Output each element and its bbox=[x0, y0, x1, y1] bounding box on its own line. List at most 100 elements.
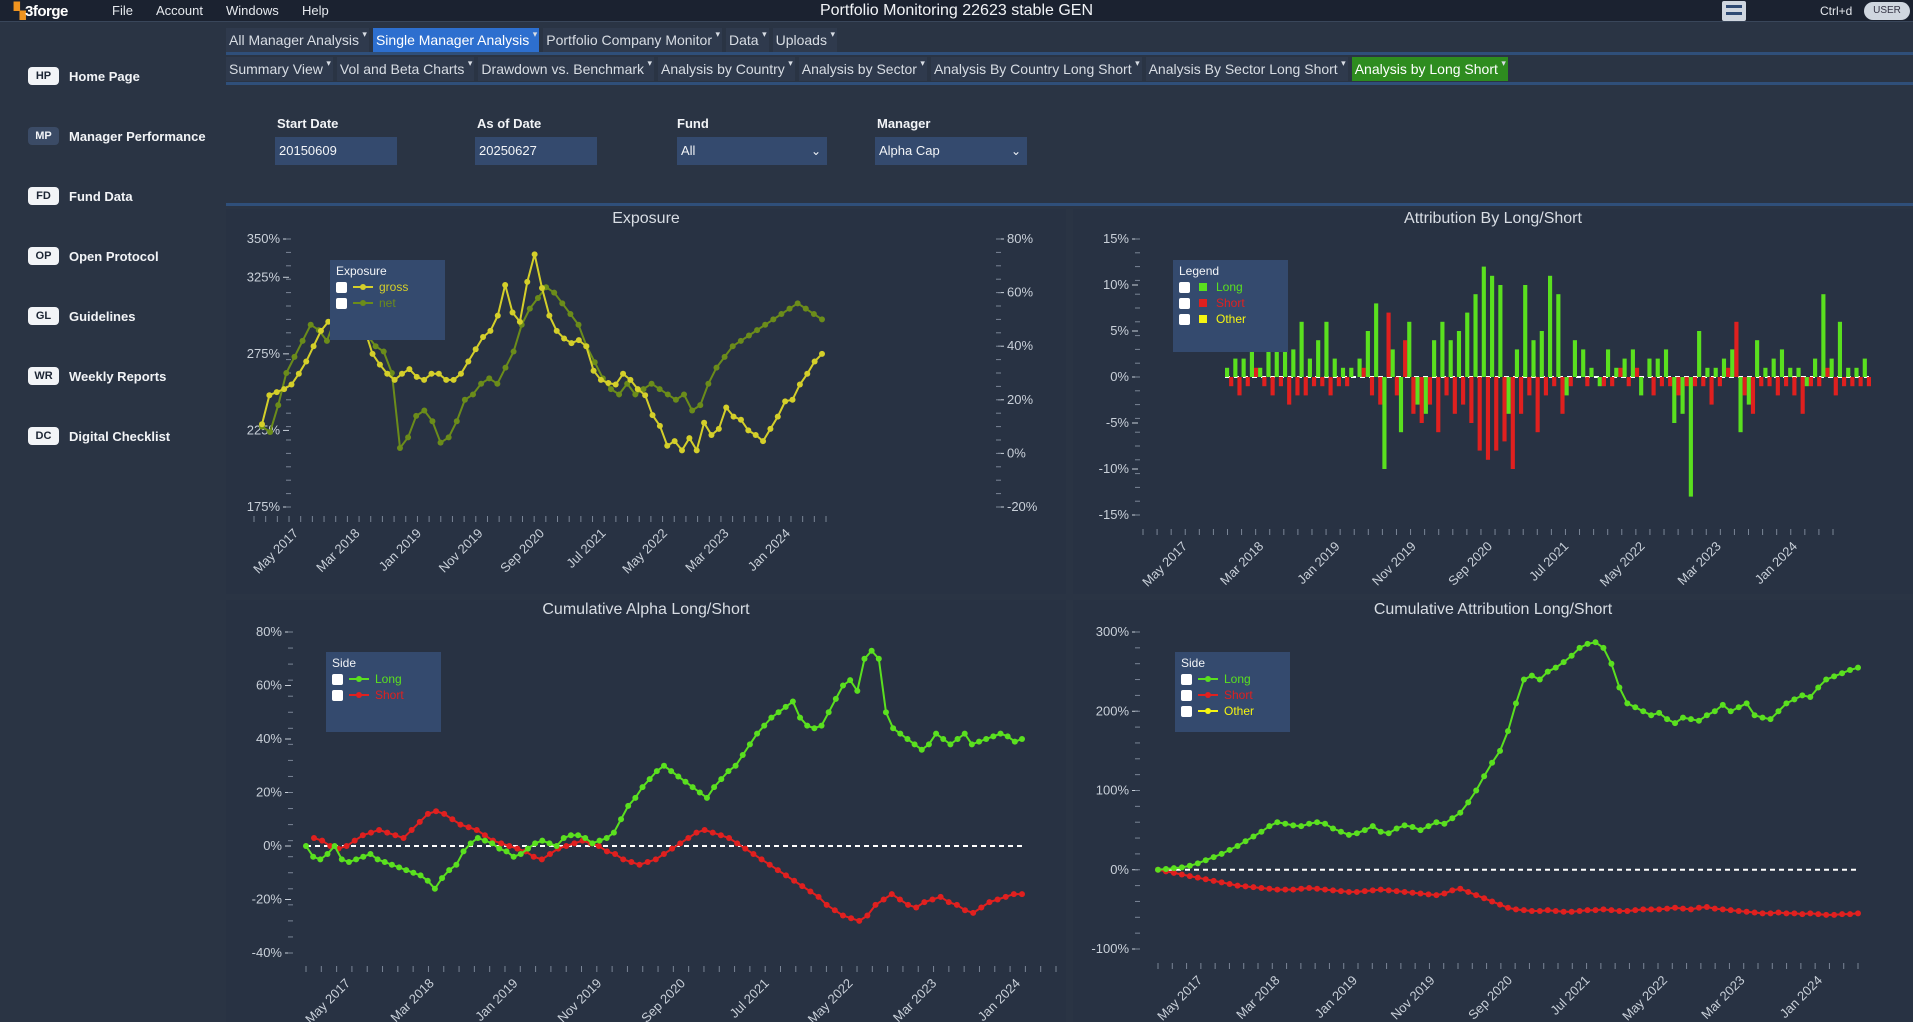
long-square-icon bbox=[1199, 283, 1207, 291]
tab-drawdown-vs-benchmark[interactable]: Drawdown vs. Benchmark ▾ bbox=[478, 57, 655, 81]
short-point bbox=[1847, 911, 1854, 918]
legend-item-gross[interactable]: gross bbox=[336, 279, 439, 295]
menu-file[interactable]: File bbox=[112, 3, 133, 18]
long-point bbox=[1831, 673, 1838, 680]
long-point bbox=[789, 698, 796, 705]
fund-select[interactable]: All ⌄ bbox=[677, 137, 827, 165]
as-of-date-input[interactable]: 20250627 bbox=[475, 137, 597, 165]
layout-toggle-icon[interactable] bbox=[1722, 1, 1746, 21]
long-point bbox=[1393, 825, 1400, 832]
legend-checkbox[interactable] bbox=[1181, 705, 1192, 717]
short-bar bbox=[1676, 377, 1681, 396]
sidebar-item-manager-performance[interactable]: MP Manager Performance bbox=[28, 125, 206, 147]
sidebar-item-guidelines[interactable]: GL Guidelines bbox=[28, 305, 135, 327]
menu-account[interactable]: Account bbox=[156, 3, 203, 18]
sidebar-badge: FD bbox=[28, 187, 59, 205]
short-bar bbox=[1361, 367, 1366, 377]
menu-help[interactable]: Help bbox=[302, 3, 329, 18]
manager-select[interactable]: Alpha Cap ⌄ bbox=[875, 137, 1027, 165]
short-point bbox=[603, 848, 610, 855]
short-point bbox=[498, 840, 505, 847]
tab-analysis-by-sector-long-short[interactable]: Analysis By Sector Long Short ▾ bbox=[1145, 57, 1348, 81]
sidebar-item-digital-checklist[interactable]: DC Digital Checklist bbox=[28, 425, 170, 447]
short-point bbox=[1330, 887, 1336, 894]
legend-item-other[interactable]: Other bbox=[1179, 311, 1282, 327]
fund-select-value: All bbox=[681, 143, 696, 158]
long-bar bbox=[1663, 349, 1669, 377]
cum-alpha-y-tick-label: 0% bbox=[263, 838, 282, 853]
legend-checkbox[interactable] bbox=[1179, 297, 1190, 309]
legend-checkbox[interactable] bbox=[336, 281, 347, 293]
short-bar bbox=[1750, 377, 1756, 414]
long-point bbox=[1274, 819, 1281, 826]
net-point bbox=[802, 305, 809, 312]
tab-analysis-by-sector[interactable]: Analysis by Sector ▾ bbox=[798, 57, 927, 81]
user-button[interactable]: USER bbox=[1864, 2, 1910, 20]
short-bar bbox=[1535, 377, 1540, 433]
gross-point bbox=[715, 425, 722, 432]
short-point bbox=[1799, 911, 1806, 918]
legend-item-long[interactable]: Long bbox=[1179, 279, 1282, 295]
sidebar-item-fund-data[interactable]: FD Fund Data bbox=[28, 185, 133, 207]
menu-windows[interactable]: Windows bbox=[226, 3, 279, 18]
tab-all-manager-analysis[interactable]: All Manager Analysis ▾ bbox=[226, 28, 369, 52]
legend-item-other[interactable]: Other bbox=[1181, 703, 1284, 719]
legend-item-long[interactable]: Long bbox=[332, 671, 435, 687]
short-bar bbox=[1717, 377, 1722, 387]
legend-item-short[interactable]: Short bbox=[332, 687, 435, 703]
gross-point bbox=[693, 447, 700, 454]
long-point bbox=[1497, 747, 1504, 754]
tab-summary-view[interactable]: Summary View ▾ bbox=[226, 57, 333, 81]
manager-label: Manager bbox=[877, 116, 931, 131]
short-point bbox=[408, 826, 415, 833]
legend-label: Short bbox=[1224, 688, 1253, 702]
cum-alpha-panel: Cumulative Alpha Long/Short -40% -20% 0% 20… bbox=[226, 600, 1066, 1022]
long-point bbox=[603, 834, 610, 841]
legend-checkbox[interactable] bbox=[336, 297, 347, 309]
legend-checkbox[interactable] bbox=[1181, 673, 1192, 685]
tab-vol-beta-charts[interactable]: Vol and Beta Charts ▾ bbox=[336, 57, 475, 81]
long-point bbox=[1640, 708, 1647, 715]
sidebar-item-home-page[interactable]: HP Home Page bbox=[28, 65, 140, 87]
net-point bbox=[713, 364, 720, 371]
short-point bbox=[1449, 887, 1456, 894]
long-point bbox=[360, 853, 367, 860]
legend-checkbox[interactable] bbox=[332, 689, 343, 701]
legend-item-net[interactable]: net bbox=[336, 295, 439, 311]
legend-checkbox[interactable] bbox=[1179, 313, 1190, 325]
long-point bbox=[1019, 736, 1025, 742]
shortcut-hint: Ctrl+d bbox=[1820, 4, 1853, 18]
legend-item-short[interactable]: Short bbox=[1179, 295, 1282, 311]
long-point bbox=[725, 768, 732, 775]
tab-uploads[interactable]: Uploads ▾ bbox=[772, 28, 837, 52]
cum-attribution-panel: Cumulative Attribution Long/Short -100% 0… bbox=[1073, 600, 1913, 1022]
tab-analysis-by-country[interactable]: Analysis by Country ▾ bbox=[658, 57, 795, 81]
start-date-input[interactable]: 20150609 bbox=[275, 137, 397, 165]
tab-single-manager-analysis[interactable]: Single Manager Analysis ▾ bbox=[372, 28, 540, 52]
legend-item-short[interactable]: Short bbox=[1181, 687, 1284, 703]
long-bar bbox=[1490, 275, 1495, 377]
long-point bbox=[825, 709, 832, 716]
short-bar bbox=[1469, 377, 1474, 423]
net-point bbox=[510, 348, 517, 355]
tab-portfolio-company-monitor[interactable]: Portfolio Company Monitor ▾ bbox=[543, 28, 723, 52]
legend-checkbox[interactable] bbox=[332, 673, 343, 685]
sidebar-item-weekly-reports[interactable]: WR Weekly Reports bbox=[28, 365, 166, 387]
legend-checkbox[interactable] bbox=[1179, 281, 1190, 293]
gross-point bbox=[391, 376, 398, 383]
long-point bbox=[1624, 700, 1631, 707]
long-point bbox=[1011, 738, 1018, 745]
long-point bbox=[338, 856, 345, 863]
sidebar-badge: HP bbox=[28, 67, 59, 85]
gross-point bbox=[450, 376, 457, 383]
tab-analysis-by-country-long-short[interactable]: Analysis By Country Long Short ▾ bbox=[930, 57, 1142, 81]
sidebar-item-open-protocol[interactable]: OP Open Protocol bbox=[28, 245, 159, 267]
long-point bbox=[775, 709, 782, 716]
net-point bbox=[421, 407, 428, 414]
short-point bbox=[384, 829, 391, 836]
tab-data[interactable]: Data ▾ bbox=[726, 28, 769, 52]
net-point bbox=[445, 434, 452, 441]
legend-item-long[interactable]: Long bbox=[1181, 671, 1284, 687]
legend-checkbox[interactable] bbox=[1181, 689, 1192, 701]
tab-analysis-by-long-short[interactable]: Analysis by Long Short ▾ bbox=[1351, 57, 1508, 81]
